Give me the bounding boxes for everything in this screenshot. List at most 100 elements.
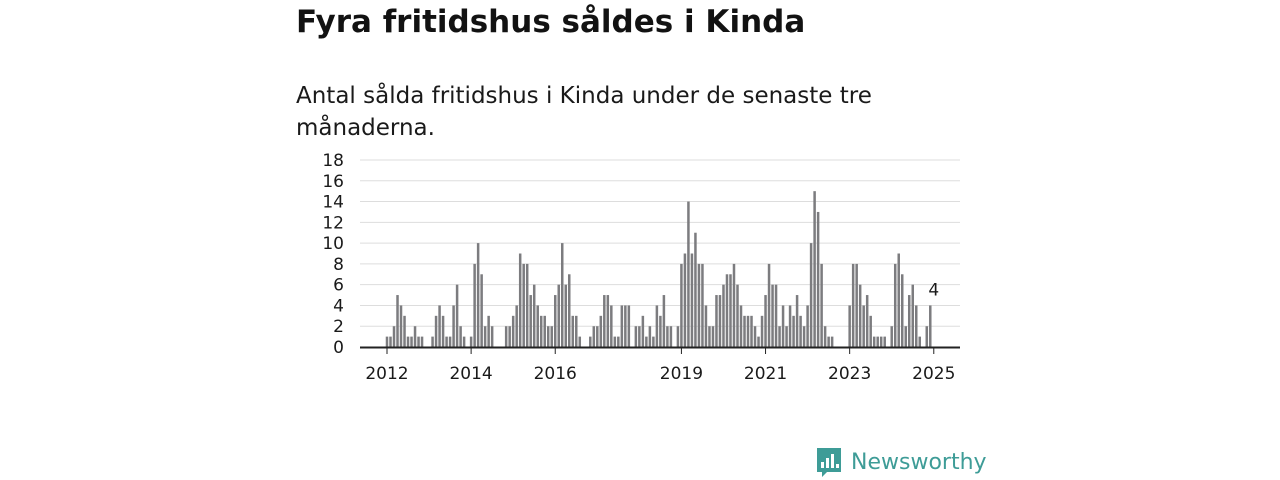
bar <box>525 263 529 347</box>
bar <box>445 336 448 347</box>
bar <box>704 305 708 347</box>
bar <box>410 336 413 347</box>
bar <box>571 315 575 347</box>
x-axis-ticks: 2012 2014 2016 2019 2021 2023 2025 <box>365 347 955 384</box>
bar <box>599 315 603 347</box>
bar <box>655 305 659 347</box>
bar <box>596 326 599 347</box>
bar <box>862 305 865 347</box>
bar <box>455 284 459 347</box>
bar <box>736 284 739 347</box>
bar <box>669 326 673 347</box>
bar <box>802 326 806 347</box>
bar <box>564 284 568 347</box>
bar <box>389 336 392 347</box>
chart-title: Fyra fritidshus såldes i Kinda <box>296 4 806 40</box>
bar <box>553 295 557 347</box>
bar <box>487 315 490 347</box>
bar <box>729 274 732 347</box>
bar <box>711 326 715 347</box>
x-tick-label: 2023 <box>828 364 871 384</box>
bar <box>592 326 596 347</box>
bar <box>858 284 862 347</box>
bar <box>480 274 483 347</box>
bar <box>757 336 760 347</box>
bar <box>603 295 606 347</box>
bar <box>869 315 872 347</box>
bar <box>483 326 487 347</box>
bar <box>399 305 403 347</box>
bar <box>532 284 536 347</box>
bar <box>848 305 851 347</box>
bar <box>589 336 592 347</box>
y-tick-label: 2 <box>333 317 344 337</box>
bar <box>925 326 929 347</box>
bar <box>760 315 764 347</box>
bar <box>890 326 893 347</box>
bar <box>546 326 550 347</box>
bar <box>438 305 441 347</box>
bar <box>620 305 624 347</box>
bar <box>676 326 680 347</box>
bar <box>774 284 778 347</box>
bar <box>385 336 389 347</box>
bar <box>638 326 641 347</box>
y-tick-label: 16 <box>322 172 344 192</box>
bar <box>606 295 610 347</box>
bar <box>915 305 918 347</box>
bar <box>743 315 746 347</box>
bar <box>648 326 652 347</box>
bar <box>420 336 424 347</box>
bar <box>865 295 869 347</box>
bar <box>813 191 816 347</box>
bar <box>781 305 785 347</box>
bar <box>809 243 813 347</box>
y-tick-label: 12 <box>322 213 344 233</box>
bar <box>816 211 820 347</box>
x-tick-label: 2016 <box>534 364 577 384</box>
bar <box>645 336 648 347</box>
bar <box>469 336 473 347</box>
brand-name: Newsworthy <box>851 449 987 475</box>
bar <box>690 253 694 347</box>
bar <box>476 243 480 347</box>
bar <box>634 326 638 347</box>
bar <box>771 284 774 347</box>
bar <box>911 284 914 347</box>
bar <box>652 336 655 347</box>
bar <box>536 305 539 347</box>
bar <box>539 315 543 347</box>
bar <box>855 263 858 347</box>
bar <box>904 326 907 347</box>
bar <box>851 263 855 347</box>
bar <box>417 336 420 347</box>
bar <box>568 274 571 347</box>
y-tick-label: 18 <box>322 151 344 171</box>
x-tick-label: 2025 <box>912 364 955 384</box>
bar <box>462 336 466 347</box>
bar <box>490 326 494 347</box>
chart-subtitle: Antal sålda fritidshus i Kinda under de … <box>296 83 872 141</box>
bar <box>883 336 886 347</box>
bar <box>823 326 827 347</box>
bar <box>413 326 417 347</box>
bar <box>788 305 792 347</box>
bar <box>785 326 788 347</box>
bars <box>385 191 932 347</box>
bar <box>434 315 438 347</box>
bar <box>900 274 904 347</box>
bar <box>918 336 922 347</box>
bar <box>929 305 932 347</box>
bar <box>778 326 781 347</box>
y-tick-label: 14 <box>322 193 344 213</box>
bar <box>431 336 434 347</box>
bar <box>795 295 799 347</box>
bar <box>876 336 879 347</box>
bar <box>508 326 511 347</box>
newsworthy-logo: Newsworthy <box>815 445 987 479</box>
bar <box>610 305 613 347</box>
bar <box>718 295 722 347</box>
bar <box>722 284 725 347</box>
